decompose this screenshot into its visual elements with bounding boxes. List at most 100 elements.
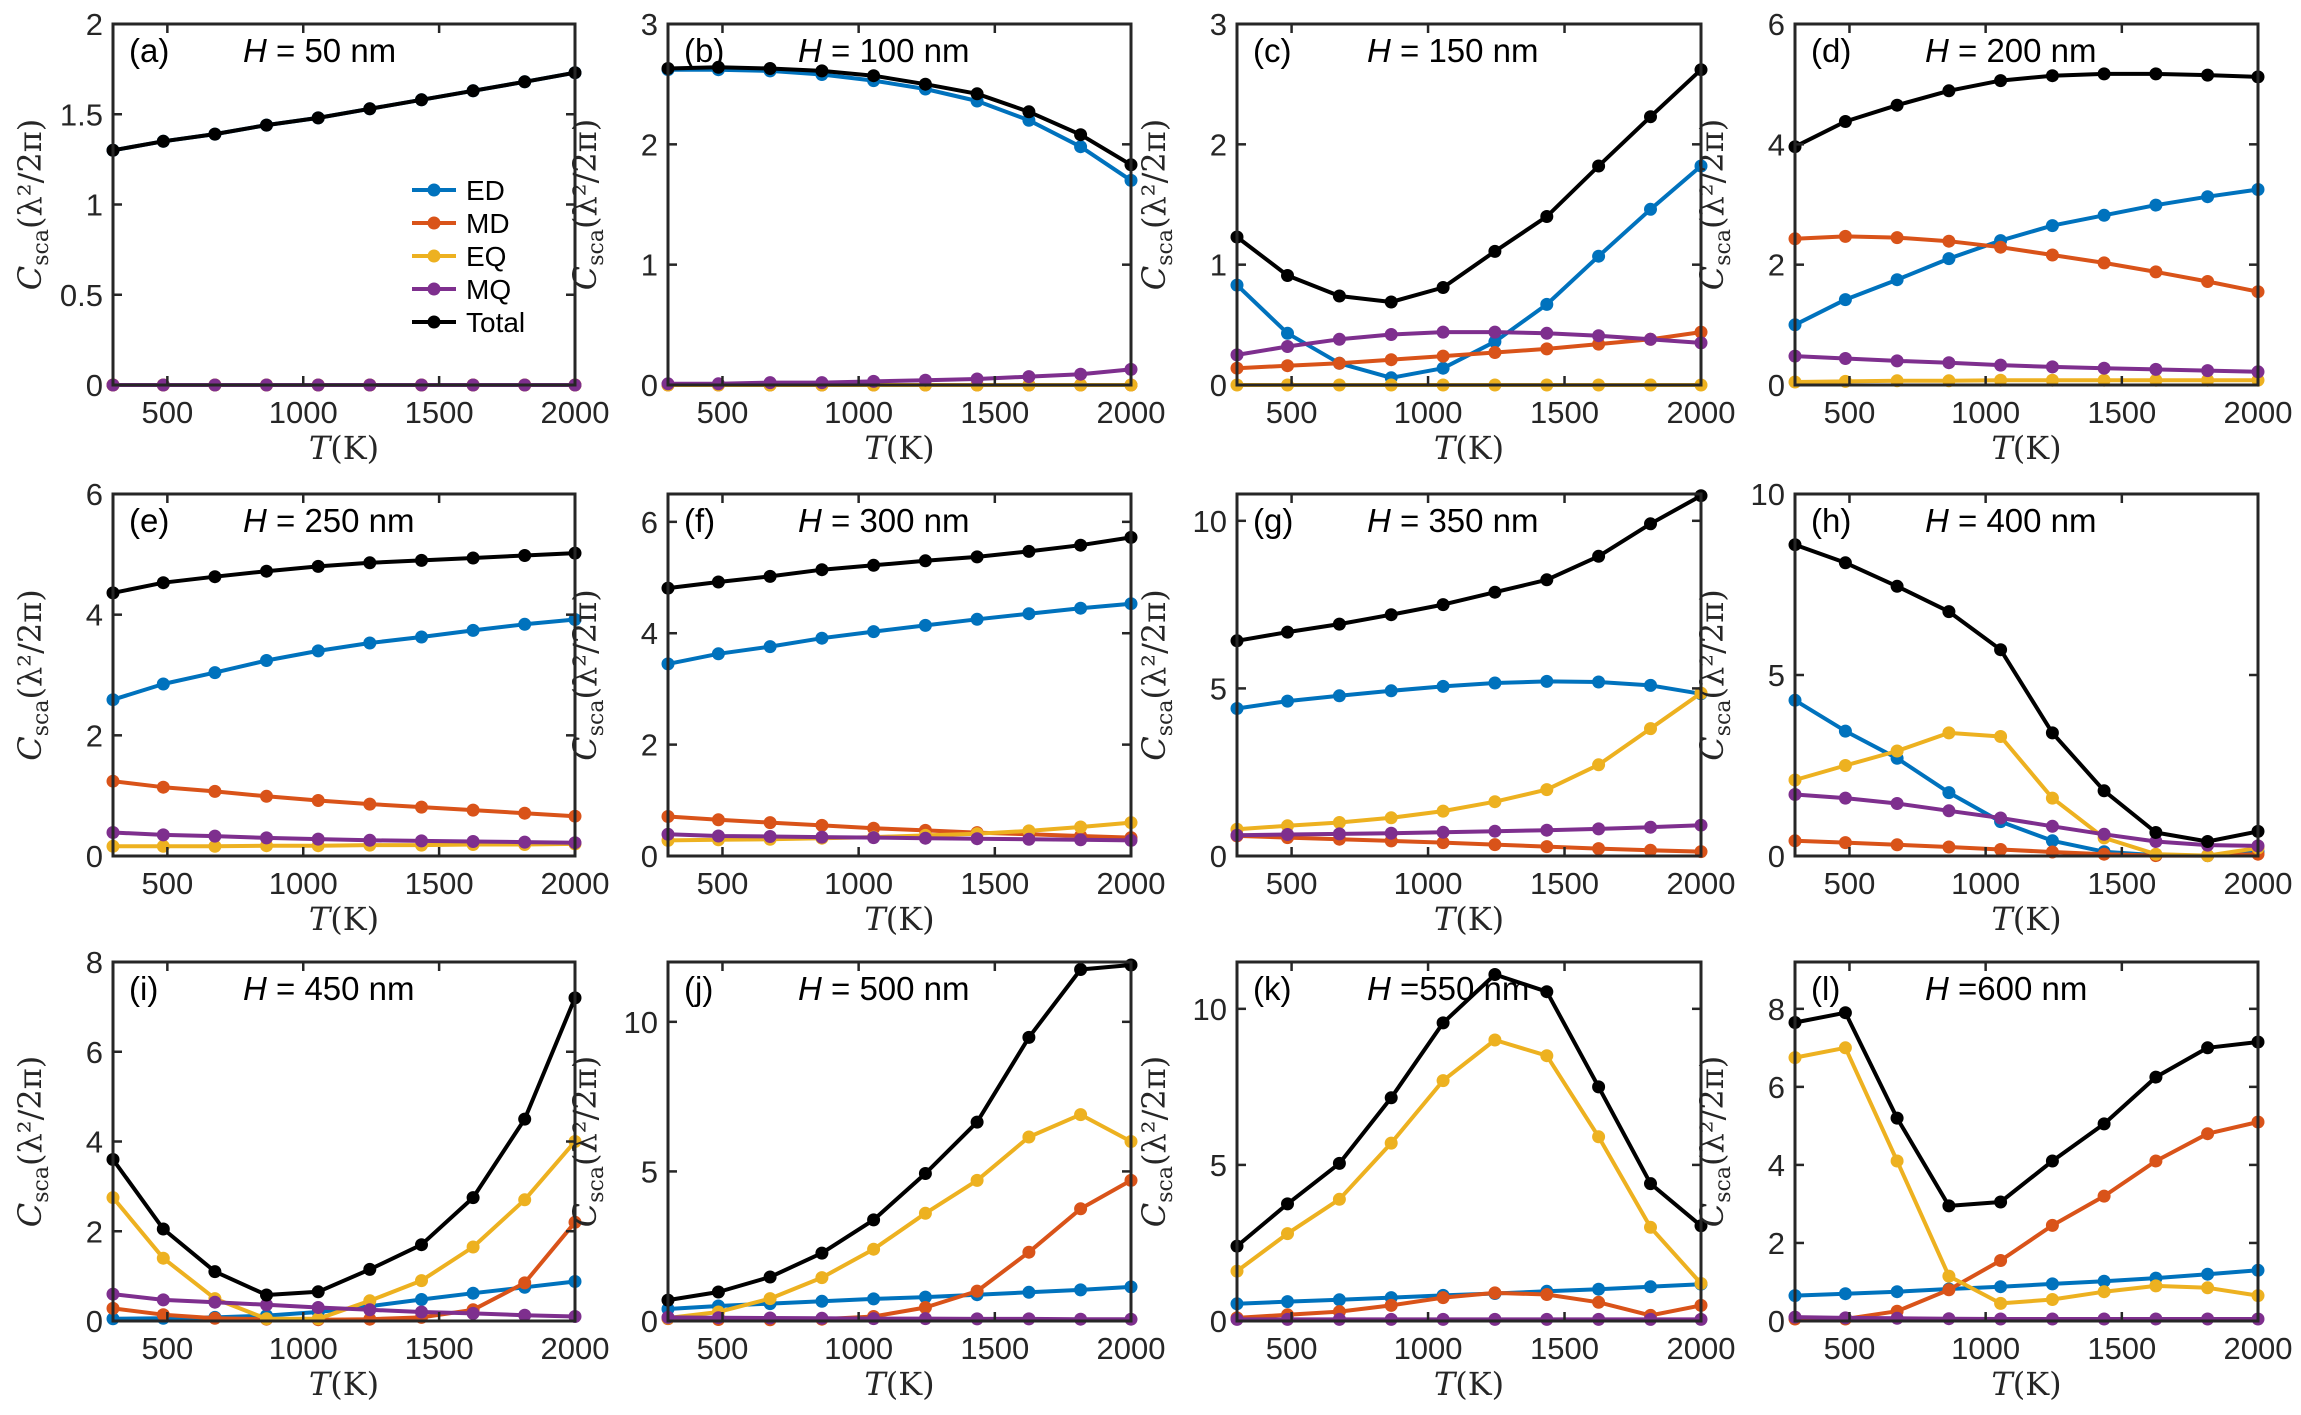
y-tick-label: 10	[1193, 992, 1227, 1027]
data-point-ed	[1488, 335, 1502, 349]
data-point-md	[970, 1284, 984, 1298]
data-point-ed	[415, 1293, 428, 1306]
panel-e: 500 1000 1500 2000 0 2 4 6 (e) H = 250 nm T(K) Csca…	[11, 477, 609, 938]
data-point-ed	[1994, 1280, 2008, 1294]
x-tick-label: 2000	[541, 395, 610, 430]
x-axis-label: T(K)	[1434, 900, 1504, 938]
data-point-mq	[1332, 332, 1346, 346]
data-point-ed	[1281, 1295, 1294, 1309]
data-point-ed	[1942, 786, 1956, 800]
data-point-ed	[2045, 834, 2059, 848]
data-point-ed	[1644, 678, 1657, 692]
data-point-mq	[363, 833, 377, 847]
data-point-eq	[260, 1312, 273, 1326]
data-point-eq	[518, 1193, 532, 1207]
data-point-md	[1592, 842, 1606, 856]
data-point-total	[1890, 1111, 1904, 1125]
data-point-mq	[1592, 822, 1606, 836]
y-axis-label: Csca(λ²/2π)	[1693, 589, 1736, 760]
data-point-total	[1994, 643, 2008, 657]
x-tick-label: 1500	[960, 866, 1029, 901]
plot-frame	[1235, 22, 1703, 387]
y-tick-label: 6	[641, 505, 658, 540]
series-line-md	[112, 779, 576, 819]
data-point-ed	[1644, 1280, 1657, 1294]
data-point-ed	[1890, 1285, 1904, 1299]
data-point-total	[260, 118, 273, 132]
y-axis-label: Csca(λ²/2π)	[566, 119, 609, 290]
data-point-mq	[1994, 358, 2008, 372]
legend-marker-total	[427, 315, 441, 329]
data-point-total	[415, 1238, 428, 1252]
data-point-mq	[1838, 352, 1852, 365]
data-point-mq	[1332, 827, 1346, 841]
data-point-eq	[1942, 726, 1956, 740]
y-tick-label: 3	[641, 7, 658, 42]
data-point-eq	[970, 1173, 984, 1187]
data-point-total	[1994, 1195, 2008, 1209]
data-point-eq	[1540, 783, 1554, 797]
data-point-mq	[1281, 340, 1294, 353]
series-line-eq	[1235, 1038, 1703, 1285]
data-point-total	[763, 569, 777, 583]
panel-j: 500 1000 1500 2000 0 5 10 (j) H = 500 nm T(K) Csca…	[566, 958, 1165, 1403]
y-axis-label: Csca(λ²/2π)	[1135, 119, 1178, 290]
x-tick-label: 1000	[269, 1331, 338, 1366]
y-axis-label: Csca(λ²/2π)	[11, 589, 54, 760]
plot-frame	[666, 492, 1133, 858]
data-point-eq	[2045, 791, 2059, 805]
panel-label: (i)	[129, 970, 158, 1007]
data-point-ed	[415, 630, 428, 644]
data-point-total	[1436, 598, 1450, 612]
y-tick-label: 0	[641, 1304, 658, 1339]
y-tick-label: 0	[641, 839, 658, 874]
x-tick-label: 1000	[269, 395, 338, 430]
y-tick-label: 5	[1210, 1148, 1227, 1183]
series-line-total	[1794, 71, 2259, 149]
legend-label-md: MD	[466, 208, 510, 239]
data-point-eq	[1488, 1033, 1502, 1047]
data-point-mq	[2149, 362, 2163, 376]
data-point-mq	[1994, 1312, 2008, 1326]
data-point-md	[918, 1301, 932, 1314]
data-point-total	[415, 553, 428, 567]
data-point-total	[260, 1288, 273, 1302]
data-point-md	[1838, 229, 1852, 243]
data-point-mq	[1890, 354, 1904, 368]
y-tick-label: 0.5	[60, 278, 103, 313]
y-axis-label: Csca(λ²/2π)	[11, 119, 54, 290]
y-tick-label: 1	[86, 188, 103, 223]
data-point-mq	[1436, 825, 1450, 839]
data-point-md	[2097, 1189, 2111, 1203]
data-point-mq	[1281, 828, 1294, 841]
panel-title: H = 100 nm	[798, 32, 970, 69]
data-point-total	[1942, 84, 1956, 98]
data-point-md	[1942, 840, 1956, 854]
series-line-total	[667, 963, 1132, 1303]
data-point-mq	[311, 1301, 325, 1314]
x-axis-label: T(K)	[1991, 429, 2061, 467]
data-point-ed	[1592, 1282, 1606, 1296]
data-point-total	[1540, 210, 1554, 223]
x-tick-label: 2000	[2224, 866, 2293, 901]
data-point-mq	[918, 373, 932, 387]
panel-title: H =600 nm	[1925, 970, 2087, 1007]
data-point-md	[1488, 838, 1502, 852]
data-point-ed	[1838, 1287, 1852, 1301]
data-point-ed	[1022, 607, 1036, 621]
data-point-eq	[1644, 722, 1657, 736]
data-point-mq	[867, 831, 881, 845]
data-point-eq	[1838, 759, 1852, 772]
data-point-mq	[415, 1305, 428, 1319]
legend-marker-mq	[427, 282, 441, 296]
data-point-md	[763, 816, 777, 830]
data-point-eq	[363, 1294, 377, 1308]
data-point-total	[311, 559, 325, 573]
data-point-md	[2045, 248, 2059, 262]
series-line-total	[112, 551, 576, 595]
x-tick-label: 500	[1824, 1331, 1876, 1366]
data-point-md	[815, 818, 829, 832]
plot-frame	[111, 960, 577, 1323]
series-line-ed	[1794, 187, 2259, 327]
